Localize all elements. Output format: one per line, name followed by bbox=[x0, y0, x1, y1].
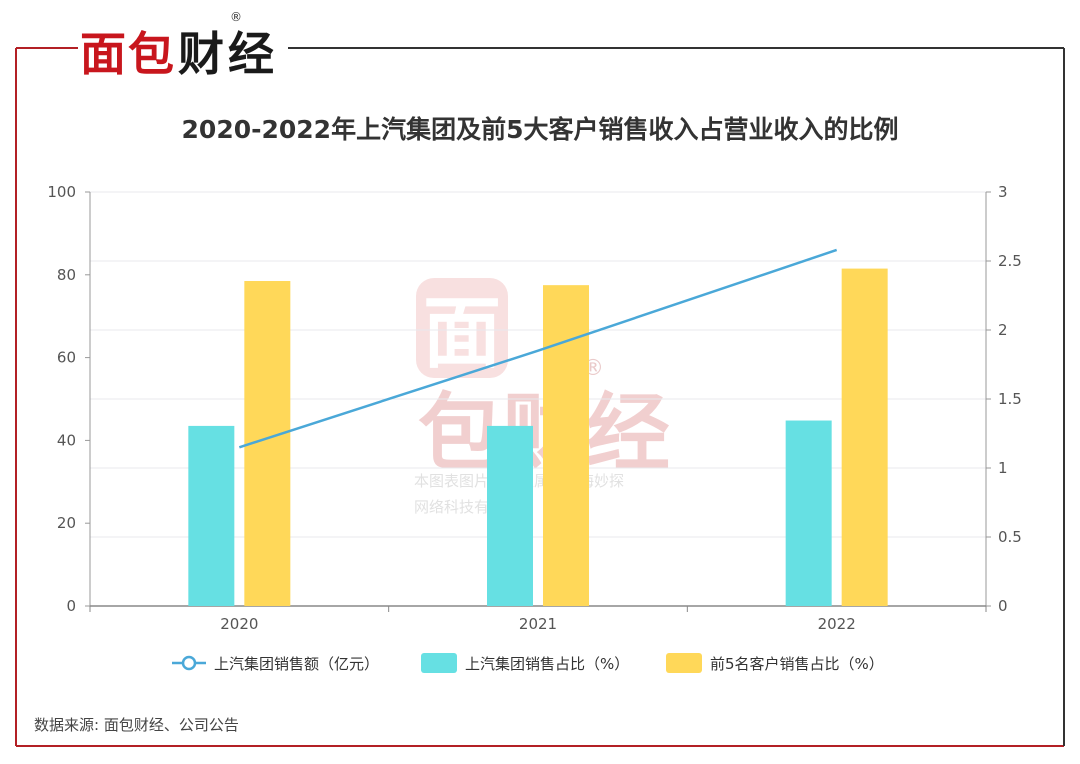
legend-item-bar-1[interactable]: 上汽集团销售占比（%） bbox=[421, 653, 629, 673]
bar bbox=[841, 268, 888, 606]
y-right-tick-label: 0 bbox=[998, 597, 1008, 615]
grid bbox=[90, 191, 986, 538]
y-left-tick-label: 100 bbox=[47, 183, 76, 201]
y-left-tick-label: 60 bbox=[57, 349, 76, 367]
y-right-tick-label: 0.5 bbox=[998, 528, 1022, 546]
source-note: 数据来源: 面包财经、公司公告 bbox=[34, 716, 239, 734]
legend: 上汽集团销售额（亿元） 上汽集团销售占比（%） 前5名客户销售占比（%） bbox=[172, 653, 884, 673]
legend-label-bar-1: 上汽集团销售占比（%） bbox=[465, 655, 629, 673]
y-left-tick-label: 0 bbox=[66, 597, 76, 615]
legend-swatch-bar-2 bbox=[666, 653, 702, 673]
brand-logo: 面 包 财 经 ® bbox=[80, 10, 274, 81]
legend-label-line: 上汽集团销售额（亿元） bbox=[214, 655, 379, 673]
bars bbox=[188, 268, 888, 606]
x-tick-label: 2020 bbox=[220, 615, 258, 633]
y-right-tick-label: 3 bbox=[998, 183, 1008, 201]
line-series bbox=[238, 248, 838, 449]
watermark-char-top: 面 bbox=[423, 289, 501, 379]
y-right-tick-label: 1.5 bbox=[998, 390, 1022, 408]
chart-title: 2020-2022年上汽集团及前5大客户销售收入占营业收入的比例 bbox=[182, 115, 899, 144]
axes: 0 20 40 60 80 100 0 0.5 1 1.5 2 2.5 3 2020 2021 2022 bbox=[47, 183, 1022, 633]
series-line bbox=[238, 248, 838, 449]
x-tick-label: 2022 bbox=[818, 615, 856, 633]
legend-label-bar-2: 前5名客户销售占比（%） bbox=[710, 655, 884, 673]
frame bbox=[15, 47, 1065, 747]
legend-swatch-bar-1 bbox=[421, 653, 457, 673]
watermark-box-top bbox=[416, 278, 508, 378]
legend-item-bar-2[interactable]: 前5名客户销售占比（%） bbox=[666, 653, 884, 673]
y-right-tick-label: 2 bbox=[998, 321, 1008, 339]
legend-swatch-marker bbox=[181, 655, 197, 671]
logo-char-1: 面 bbox=[80, 27, 126, 81]
legend-item-line[interactable]: 上汽集团销售额（亿元） bbox=[172, 655, 379, 673]
logo-char-3: 财 bbox=[178, 27, 224, 81]
watermark: 面 包财经 ® 本图表图片著作权属于上海妙探 网络科技有限公司 bbox=[414, 278, 670, 516]
y-left-tick-label: 40 bbox=[57, 431, 76, 449]
y-right-tick-label: 1 bbox=[998, 459, 1008, 477]
y-left-tick-label: 80 bbox=[57, 266, 76, 284]
bar bbox=[785, 420, 832, 606]
bar bbox=[487, 425, 533, 606]
logo-char-4: 经 bbox=[228, 27, 274, 81]
y-left-tick-label: 20 bbox=[57, 514, 76, 532]
bar bbox=[188, 425, 235, 606]
logo-registered-mark: ® bbox=[230, 10, 242, 24]
bar bbox=[543, 285, 589, 606]
x-tick-label: 2021 bbox=[519, 615, 557, 633]
logo-char-2: 包 bbox=[128, 27, 174, 81]
y-right-tick-label: 2.5 bbox=[998, 252, 1022, 270]
